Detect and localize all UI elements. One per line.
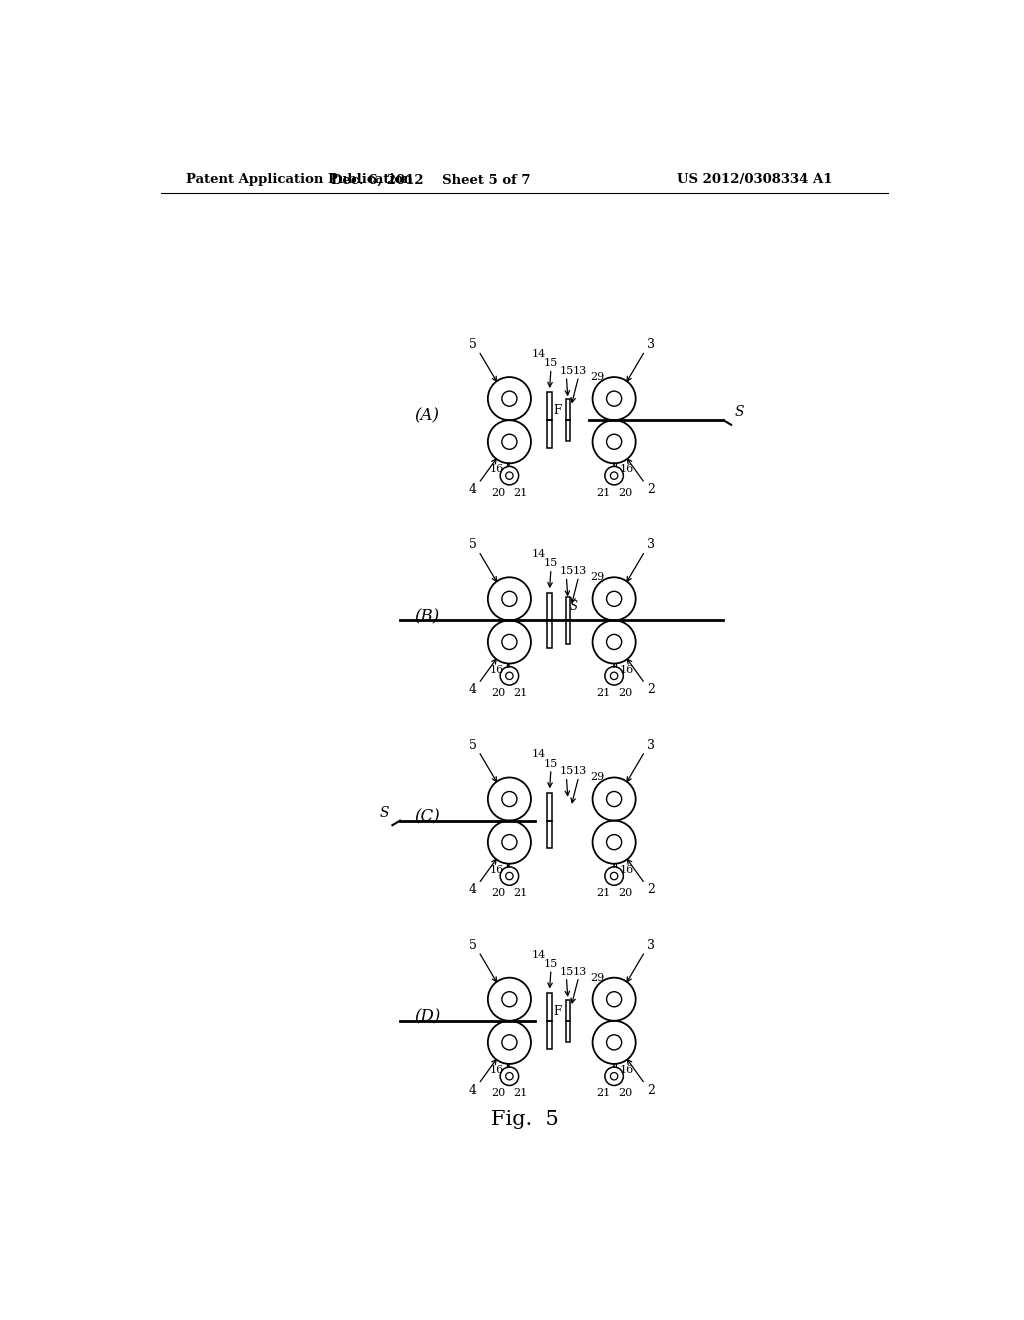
Text: 13: 13 [573, 966, 588, 977]
Text: 16: 16 [620, 465, 634, 474]
Text: F: F [554, 404, 562, 417]
Text: 20: 20 [492, 1088, 506, 1098]
Text: S: S [380, 807, 389, 820]
Bar [547, 620, 552, 648]
Text: 3: 3 [647, 739, 655, 751]
Bar [566, 620, 569, 644]
Text: 15: 15 [559, 767, 573, 776]
Text: 14: 14 [531, 549, 546, 560]
Text: 14: 14 [531, 348, 546, 359]
Text: 20: 20 [617, 1088, 632, 1098]
Text: Patent Application Publication: Patent Application Publication [186, 173, 413, 186]
Bar [547, 821, 552, 849]
Text: 20: 20 [492, 487, 506, 498]
Text: 4: 4 [468, 1084, 476, 1097]
Text: 5: 5 [469, 739, 476, 751]
Text: 20: 20 [492, 888, 506, 898]
Text: 5: 5 [469, 939, 476, 952]
Text: 14: 14 [531, 750, 546, 759]
Text: 29: 29 [590, 372, 604, 381]
Text: 2: 2 [647, 1084, 655, 1097]
Text: Fig.  5: Fig. 5 [490, 1110, 559, 1129]
Text: 4: 4 [468, 684, 476, 696]
Text: 15: 15 [544, 759, 558, 768]
Text: (A): (A) [415, 408, 439, 425]
Text: 15: 15 [559, 366, 573, 376]
Bar [547, 593, 552, 620]
Text: 5: 5 [469, 338, 476, 351]
Bar [547, 1020, 552, 1048]
Text: 16: 16 [620, 665, 634, 675]
Text: 21: 21 [513, 487, 527, 498]
Text: 20: 20 [492, 688, 506, 698]
Text: 29: 29 [590, 772, 604, 783]
Text: 2: 2 [647, 883, 655, 896]
Text: 20: 20 [617, 487, 632, 498]
Text: 16: 16 [489, 465, 504, 474]
Bar [566, 1001, 569, 1020]
Bar [547, 392, 552, 420]
Text: 15: 15 [559, 966, 573, 977]
Bar [566, 1020, 569, 1041]
Text: 4: 4 [468, 483, 476, 496]
Text: 21: 21 [596, 487, 610, 498]
Text: 21: 21 [596, 688, 610, 698]
Bar [566, 400, 569, 420]
Text: 21: 21 [596, 1088, 610, 1098]
Text: 21: 21 [513, 1088, 527, 1098]
Text: S: S [734, 405, 743, 420]
Text: 21: 21 [596, 888, 610, 898]
Bar [566, 420, 569, 441]
Text: S: S [570, 601, 579, 612]
Text: 3: 3 [647, 338, 655, 351]
Text: 2: 2 [647, 684, 655, 696]
Text: 16: 16 [489, 665, 504, 675]
Bar [547, 793, 552, 821]
Text: F: F [554, 1005, 562, 1018]
Text: 16: 16 [489, 865, 504, 875]
Text: 15: 15 [559, 566, 573, 576]
Text: 15: 15 [544, 558, 558, 569]
Text: (B): (B) [415, 609, 439, 626]
Text: 14: 14 [531, 949, 546, 960]
Text: 13: 13 [573, 767, 588, 776]
Text: 16: 16 [620, 1065, 634, 1074]
Text: 16: 16 [620, 865, 634, 875]
Text: 15: 15 [544, 958, 558, 969]
Text: 13: 13 [573, 366, 588, 376]
Text: US 2012/0308334 A1: US 2012/0308334 A1 [677, 173, 833, 186]
Text: 2: 2 [647, 483, 655, 496]
Text: 20: 20 [617, 888, 632, 898]
Text: Dec. 6, 2012    Sheet 5 of 7: Dec. 6, 2012 Sheet 5 of 7 [331, 173, 530, 186]
Text: 3: 3 [647, 939, 655, 952]
Text: 5: 5 [469, 539, 476, 552]
Text: 21: 21 [513, 688, 527, 698]
Text: (D): (D) [414, 1008, 440, 1026]
Bar [547, 993, 552, 1020]
Text: 20: 20 [617, 688, 632, 698]
Text: 29: 29 [590, 573, 604, 582]
Bar [566, 597, 569, 620]
Text: 16: 16 [489, 1065, 504, 1074]
Text: (C): (C) [414, 808, 440, 825]
Text: 29: 29 [590, 973, 604, 982]
Text: 21: 21 [513, 888, 527, 898]
Text: 4: 4 [468, 883, 476, 896]
Text: 13: 13 [573, 566, 588, 576]
Bar [547, 420, 552, 447]
Text: 3: 3 [647, 539, 655, 552]
Text: 15: 15 [544, 358, 558, 368]
